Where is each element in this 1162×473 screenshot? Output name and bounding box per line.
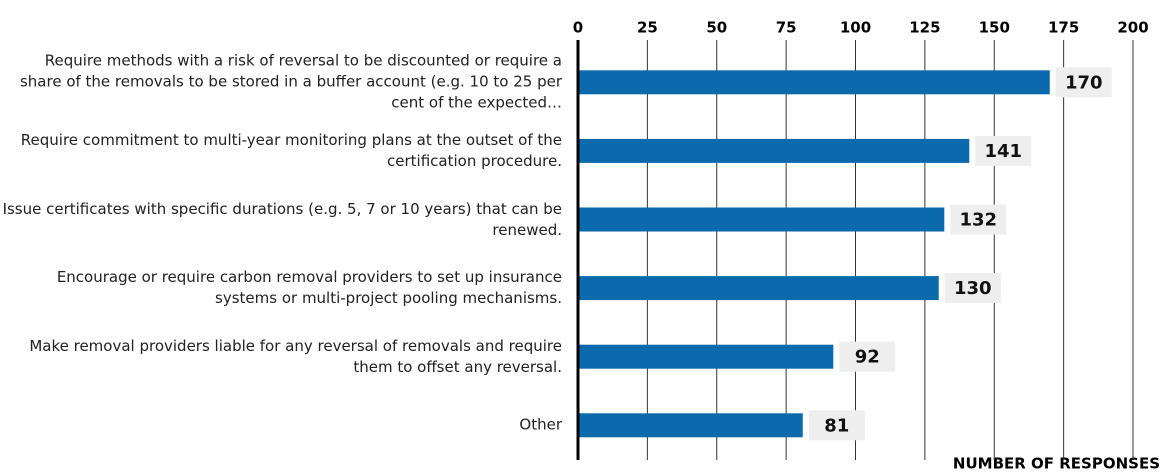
value-label-bg	[1055, 67, 1112, 98]
value-label-bg	[839, 341, 896, 372]
value-label: 92	[855, 347, 880, 368]
value-label-bg	[808, 410, 865, 441]
value-label: 81	[824, 415, 849, 436]
x-tick-label: 200	[1117, 19, 1148, 37]
y-tick-label: Require commitment to multi-year monitor…	[20, 130, 562, 170]
value-label: 141	[984, 141, 1022, 162]
bar	[578, 413, 803, 438]
bar	[578, 138, 970, 163]
y-tick-label: Encourage or require carbon removal prov…	[56, 268, 562, 308]
y-tick-label: Other	[519, 415, 562, 434]
x-tick-label: 150	[979, 19, 1010, 37]
x-tick-label: 50	[706, 19, 727, 37]
x-tick-label: 100	[840, 19, 871, 37]
x-tick-label: 75	[776, 19, 797, 37]
x-axis-label: NUMBER OF RESPONSES	[953, 455, 1160, 473]
bar	[578, 344, 834, 369]
value-label-bg	[975, 135, 1032, 166]
value-label: 170	[1065, 72, 1103, 93]
x-tick-label: 125	[909, 19, 940, 37]
y-tick-label: Require methods with a risk of reversal …	[19, 51, 562, 112]
value-label: 130	[954, 278, 992, 299]
x-tick-label: 25	[637, 19, 658, 37]
y-tick-label: Make removal providers liable for any re…	[29, 336, 562, 376]
x-tick-label: 0	[573, 19, 583, 37]
x-tick-label: 175	[1048, 19, 1079, 37]
bar	[578, 276, 939, 301]
value-label-bg	[950, 204, 1007, 235]
value-label: 132	[960, 210, 998, 231]
y-tick-label: Issue certificates with specific duratio…	[2, 199, 562, 239]
bar	[578, 207, 945, 232]
bar	[578, 70, 1050, 95]
value-label-bg	[944, 273, 1001, 304]
